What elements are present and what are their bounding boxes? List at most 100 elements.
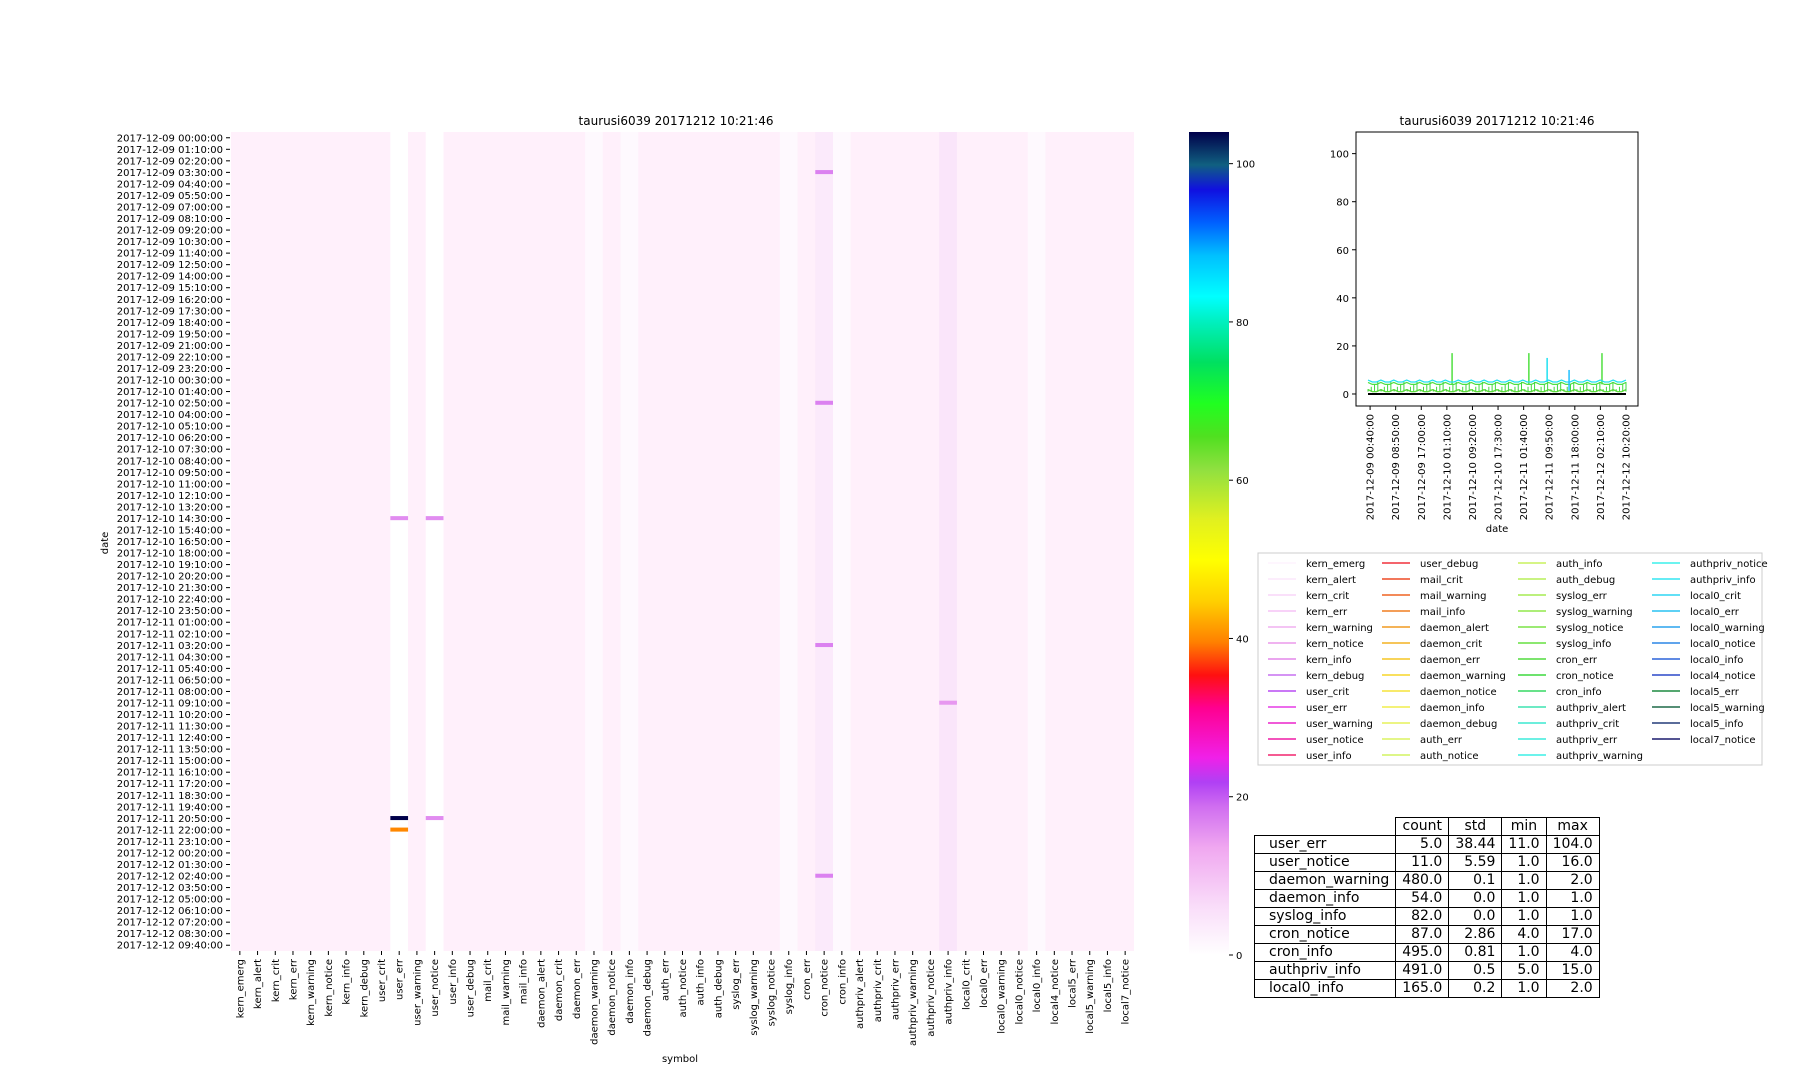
heatmap-y-tick-label: 2017-12-10 16:50:00 [117, 537, 223, 548]
heatmap-xlabel: symbol [662, 1054, 698, 1065]
legend-label: user_notice [1306, 735, 1364, 746]
heatmap-x-tick-label: auth_debug [713, 959, 724, 1018]
heatmap-x-tick-label: local7_notice [1121, 959, 1132, 1024]
legend-label: cron_info [1556, 687, 1602, 698]
heatmap-y-tick-label: 2017-12-09 01:10:00 [117, 145, 223, 156]
heatmap-x-tick-label: mail_warning [501, 959, 512, 1025]
heatmap-y-tick-label: 2017-12-10 15:40:00 [117, 525, 223, 536]
heatmap-cells [390, 132, 1046, 951]
line-chart-x-tick-label: 2017-12-11 09:50:00 [1545, 414, 1556, 520]
legend-label: daemon_notice [1420, 687, 1497, 698]
heatmap-y-tick-label: 2017-12-09 04:40:00 [117, 179, 223, 190]
stats-table-cell: 11.0 [1395, 853, 1450, 872]
line-chart-y-tick-label: 20 [1336, 342, 1349, 353]
heatmap-y-tick-label: 2017-12-10 00:30:00 [117, 376, 223, 387]
line-chart-y-ticks: 0 20 40 60 80 100 [1330, 150, 1356, 401]
colorbar-tick-label: 80 [1236, 318, 1249, 329]
legend-label: mail_warning [1420, 591, 1486, 602]
heatmap-y-tick-label: 2017-12-11 20:50:00 [117, 814, 223, 825]
stats-table-row: cron_info 495.0 0.81 1.0 4.0 [1253, 943, 1600, 962]
heatmap-y-tick-label: 2017-12-09 09:20:00 [117, 226, 223, 237]
legend-label: kern_warning [1306, 623, 1373, 634]
stats-table: count std min max user_err 5.0 38.44 11.0 104.0… [1253, 817, 1600, 998]
heatmap-x-tick-label: authpriv_notice [926, 959, 937, 1037]
heatmap-column-cron_notice [815, 132, 833, 951]
heatmap-y-tick-label: 2017-12-09 08:10:00 [117, 214, 223, 225]
line-chart-title: taurusi6039 20171212 10:21:46 [1400, 114, 1595, 128]
heatmap-y-tick-label: 2017-12-11 17:20:00 [117, 779, 223, 790]
legend-label: local0_info [1690, 655, 1743, 666]
stats-table-column-header: count [1395, 817, 1450, 836]
heatmap-x-tick-label: local0_notice [1014, 959, 1025, 1024]
heatmap-y-tick-label: 2017-12-11 13:50:00 [117, 745, 223, 756]
heatmap-y-tick-label: 2017-12-09 02:20:00 [117, 156, 223, 167]
stats-table-cell: 82.0 [1395, 907, 1450, 926]
heatmap-cell-authpriv_info [939, 700, 957, 705]
colorbar-tick-label: 100 [1236, 160, 1255, 171]
heatmap-x-tick-label: local0_crit [961, 959, 972, 1010]
heatmap-x-tick-label: kern_notice [324, 959, 335, 1017]
legend-label: cron_err [1556, 655, 1598, 666]
heatmap-y-tick-label: 2017-12-09 11:40:00 [117, 249, 223, 260]
line-chart-x-tick-label: 2017-12-11 18:00:00 [1570, 414, 1581, 520]
line-chart-y-tick-label: 0 [1343, 390, 1349, 401]
heatmap-y-tick-label: 2017-12-12 02:40:00 [117, 872, 223, 883]
heatmap-x-tick-label: local5_info [1103, 959, 1114, 1012]
heatmap-cell-user_notice [425, 816, 444, 821]
stats-table-row-label: user_err [1253, 835, 1397, 854]
stats-table-row-label: syslog_info [1253, 907, 1397, 926]
heatmap-y-tick-label: 2017-12-12 01:30:00 [117, 860, 223, 871]
legend-label: mail_crit [1420, 575, 1463, 586]
heatmap-y-tick-label: 2017-12-11 18:30:00 [117, 791, 223, 802]
heatmap-x-tick-label: cron_info [837, 959, 848, 1005]
stats-table-cell: 0.2 [1448, 979, 1503, 998]
heatmap-y-tick-label: 2017-12-11 16:10:00 [117, 768, 223, 779]
heatmap-column-authpriv_info [939, 132, 957, 951]
line-chart-x-tick-label: 2017-12-12 10:20:00 [1622, 414, 1633, 520]
stats-table-cell: 1.0 [1501, 889, 1547, 908]
heatmap-x-tick-label: authpriv_info [944, 959, 955, 1025]
heatmap-y-tick-label: 2017-12-11 23:10:00 [117, 837, 223, 848]
stats-table-row-label: daemon_info [1253, 889, 1397, 908]
stats-table-cell: 495.0 [1395, 943, 1450, 962]
heatmap-y-tick-label: 2017-12-10 12:10:00 [117, 491, 223, 502]
stats-table-cell: 1.0 [1501, 943, 1547, 962]
stats-table-column-header: min [1501, 817, 1547, 836]
legend-label: local4_notice [1690, 671, 1755, 682]
heatmap-column-local0_info [1027, 132, 1046, 951]
heatmap-y-tick-label: 2017-12-09 15:10:00 [117, 283, 223, 294]
legend-label: daemon_info [1420, 703, 1485, 714]
legend-label: daemon_alert [1420, 623, 1489, 634]
legend-label: kern_err [1306, 607, 1348, 618]
heatmap-x-tick-label: local0_warning [997, 959, 1008, 1034]
legend-label: local5_info [1690, 719, 1743, 730]
heatmap-x-tick-label: syslog_warning [749, 959, 760, 1036]
legend-label: auth_info [1556, 559, 1602, 570]
legend-label: user_warning [1306, 719, 1373, 730]
heatmap-x-tick-label: kern_debug [359, 959, 370, 1017]
line-chart-x-tick-label: 2017-12-11 01:40:00 [1519, 414, 1530, 520]
heatmap-cell-cron_notice [815, 643, 833, 648]
heatmap-y-tick-label: 2017-12-10 11:00:00 [117, 479, 223, 490]
heatmap-x-tick-label: cron_notice [820, 959, 831, 1017]
heatmap-x-tick-label: local5_warning [1085, 959, 1096, 1034]
line-chart-x-tick-label: 2017-12-09 08:50:00 [1391, 414, 1402, 520]
heatmap-x-tick-label: user_warning [412, 959, 423, 1026]
legend-label: kern_info [1306, 655, 1352, 666]
legend-label: local0_crit [1690, 591, 1741, 602]
stats-table-cell: 5.59 [1448, 853, 1503, 872]
legend-label: daemon_debug [1420, 719, 1497, 730]
heatmap-y-tick-label: 2017-12-10 09:50:00 [117, 468, 223, 479]
heatmap-y-tick-label: 2017-12-11 02:10:00 [117, 629, 223, 640]
line-chart: taurusi6039 20171212 10:21:46 0 20 40 60 80 1… [1330, 114, 1639, 535]
stats-table-row-label: cron_notice [1253, 925, 1397, 944]
heatmap-y-tick-label: 2017-12-10 01:40:00 [117, 387, 223, 398]
legend-label: syslog_notice [1556, 623, 1623, 634]
heatmap-x-tick-label: daemon_notice [607, 959, 618, 1036]
line-chart-x-tick-label: 2017-12-10 01:10:00 [1442, 414, 1453, 520]
heatmap-y-tick-label: 2017-12-10 14:30:00 [117, 514, 223, 525]
line-chart-plot [1367, 353, 1627, 395]
heatmap-y-tick-label: 2017-12-11 22:00:00 [117, 825, 223, 836]
heatmap-x-tick-label: authpriv_warning [908, 959, 919, 1046]
